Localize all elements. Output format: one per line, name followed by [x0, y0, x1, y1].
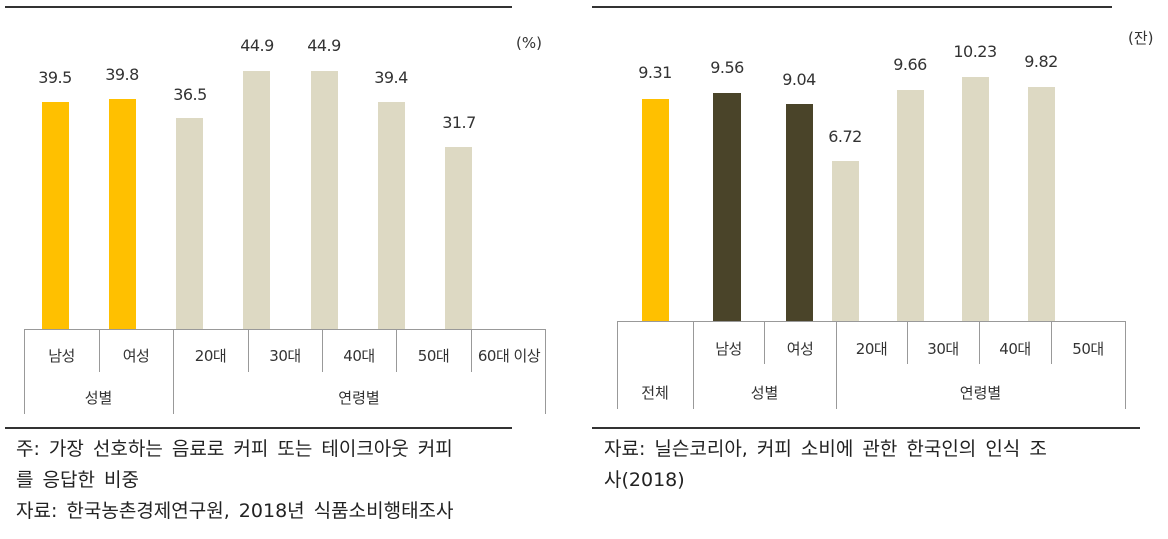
table-divider: [471, 329, 472, 372]
group-label-gender: 성별: [750, 384, 779, 402]
bar-30s: [897, 90, 924, 321]
table-divider: [836, 321, 837, 409]
value-label: 44.9: [240, 36, 274, 55]
table-divider: [693, 321, 694, 409]
bar-male: [42, 102, 69, 329]
unit-label: (잔): [1128, 29, 1154, 47]
bar-total: [642, 99, 669, 321]
top-rule: [592, 6, 1112, 8]
chart-source: 자료: 닐슨코리아, 커피 소비에 관한 한국인의 인식 조 사(2018): [604, 434, 1149, 496]
value-label: 39.8: [105, 65, 139, 84]
notes-rule: [5, 427, 512, 429]
value-label: 39.5: [38, 68, 72, 87]
category-label: 40대: [999, 340, 1031, 358]
category-label: 20대: [194, 347, 227, 365]
category-label: 60대 이상: [477, 347, 541, 365]
category-label: 50대: [1072, 340, 1104, 358]
value-label: 31.7: [442, 113, 476, 132]
category-label: 30대: [927, 340, 959, 358]
category-label: 20대: [855, 340, 888, 358]
table-divider: [979, 321, 980, 364]
table-divider: [24, 329, 25, 414]
source-line: 자료: 닐슨코리아, 커피 소비에 관한 한국인의 인식 조: [604, 438, 1047, 460]
category-label: 남성: [48, 347, 75, 365]
chart-note: 주: 가장 선호하는 음료로 커피 또는 테이크아웃 커피 를 응답한 비중 자…: [16, 434, 546, 527]
category-label: 40대: [343, 347, 375, 365]
table-divider: [545, 329, 546, 414]
group-label-total: 전체: [641, 384, 669, 402]
table-divider: [907, 321, 908, 364]
value-label: 9.56: [710, 58, 744, 77]
table-divider: [248, 329, 249, 372]
group-label-age: 연령별: [959, 384, 1002, 402]
table-divider: [396, 329, 397, 372]
note-line: 를 응답한 비중: [16, 469, 139, 491]
bar-male: [713, 93, 741, 321]
bar-40s: [962, 77, 989, 321]
value-label: 39.4: [374, 68, 408, 87]
value-label: 36.5: [173, 85, 207, 104]
bar-40s: [311, 71, 338, 329]
table-divider: [764, 321, 765, 364]
bar-female: [786, 104, 813, 321]
value-label: 44.9: [307, 36, 341, 55]
category-label: 50대: [417, 347, 450, 365]
table-divider: [617, 321, 618, 409]
value-label: 9.04: [782, 70, 816, 89]
category-label: 남성: [715, 340, 742, 358]
value-label: 9.82: [1024, 52, 1058, 71]
table-divider: [1051, 321, 1052, 364]
table-divider: [99, 329, 100, 372]
category-label: 여성: [122, 347, 150, 365]
group-label-age: 연령별: [338, 389, 380, 407]
table-divider: [173, 329, 174, 414]
category-label: 30대: [269, 347, 301, 365]
table-divider: [1125, 321, 1126, 409]
bar-50s: [1028, 87, 1055, 321]
value-label: 9.66: [893, 55, 927, 74]
value-label: 10.23: [953, 42, 997, 61]
category-label: 여성: [786, 340, 814, 358]
source-line: 자료: 한국농촌경제연구원, 2018년 식품소비행태조사: [16, 500, 454, 522]
value-label: 6.72: [828, 127, 862, 146]
bar-60s-plus: [445, 147, 472, 329]
bar-female: [109, 99, 136, 329]
bar-20s: [832, 161, 859, 321]
x-axis-line: [617, 321, 1126, 322]
note-line: 주: 가장 선호하는 음료로 커피 또는 테이크아웃 커피: [16, 438, 453, 460]
unit-label: (%): [516, 34, 542, 52]
notes-rule: [592, 427, 1140, 429]
x-axis-line: [24, 329, 546, 330]
group-label-gender: 성별: [84, 389, 113, 407]
bar-50s: [378, 102, 405, 329]
bar-20s: [176, 118, 203, 329]
value-label: 9.31: [638, 63, 672, 82]
bar-30s: [243, 71, 270, 329]
table-divider: [322, 329, 323, 372]
top-rule: [5, 6, 512, 8]
source-line: 사(2018): [604, 469, 685, 491]
